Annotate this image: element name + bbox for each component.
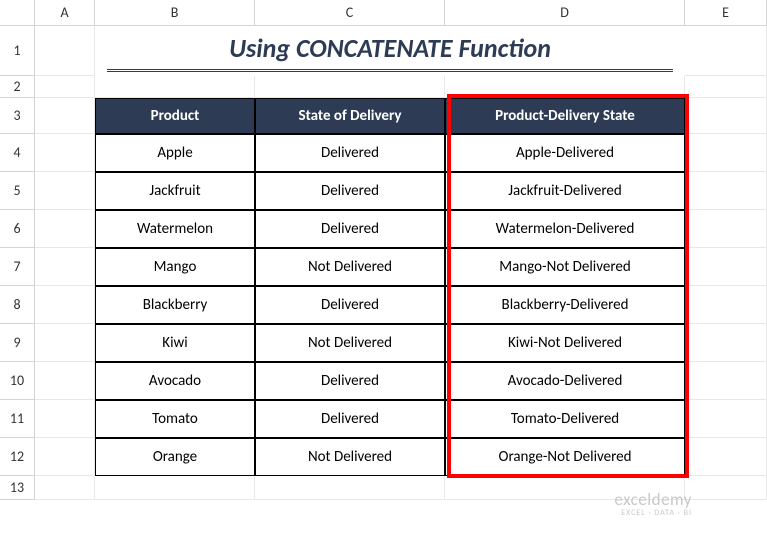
cell-state-5[interactable]: Not Delivered: [255, 324, 445, 362]
cell-A4[interactable]: [35, 134, 95, 172]
row-header-8[interactable]: 8: [0, 286, 35, 324]
cell-combined-6[interactable]: Avocado-Delivered: [445, 362, 685, 400]
cell-product-5[interactable]: Kiwi: [95, 324, 255, 362]
cell-A7[interactable]: [35, 248, 95, 286]
cell-A6[interactable]: [35, 210, 95, 248]
col-header-B[interactable]: B: [95, 0, 255, 26]
cell-A13[interactable]: [35, 476, 95, 500]
cell-E8[interactable]: [685, 286, 767, 324]
cell-C13[interactable]: [255, 476, 445, 500]
cell-product-6[interactable]: Avocado: [95, 362, 255, 400]
row-header-11[interactable]: 11: [0, 400, 35, 438]
cell-B2[interactable]: [95, 76, 255, 98]
table-header-combined[interactable]: Product-Delivery State: [445, 98, 685, 134]
cell-A8[interactable]: [35, 286, 95, 324]
row-header-9[interactable]: 9: [0, 324, 35, 362]
cell-A9[interactable]: [35, 324, 95, 362]
cell-A2[interactable]: [35, 76, 95, 98]
cell-product-0[interactable]: Apple: [95, 134, 255, 172]
cell-A10[interactable]: [35, 362, 95, 400]
watermark: exceldemy EXCEL · DATA · BI: [614, 491, 692, 518]
cell-A12[interactable]: [35, 438, 95, 476]
row-header-13[interactable]: 13: [0, 476, 35, 500]
col-header-C[interactable]: C: [255, 0, 445, 26]
cell-C2[interactable]: [255, 76, 445, 98]
row-header-1[interactable]: 1: [0, 26, 35, 76]
cell-E13[interactable]: [685, 476, 767, 500]
cell-combined-1[interactable]: Jackfruit-Delivered: [445, 172, 685, 210]
spreadsheet-grid: A B C D E 1 Using CONCATENATE Function 2…: [0, 0, 767, 500]
col-header-A[interactable]: A: [35, 0, 95, 26]
table-header-product[interactable]: Product: [95, 98, 255, 134]
cell-E4[interactable]: [685, 134, 767, 172]
cell-product-4[interactable]: Blackberry: [95, 286, 255, 324]
watermark-tag: EXCEL · DATA · BI: [614, 509, 692, 518]
row-header-12[interactable]: 12: [0, 438, 35, 476]
table-header-state[interactable]: State of Delivery: [255, 98, 445, 134]
cell-state-3[interactable]: Not Delivered: [255, 248, 445, 286]
cell-A11[interactable]: [35, 400, 95, 438]
row-header-6[interactable]: 6: [0, 210, 35, 248]
row-header-5[interactable]: 5: [0, 172, 35, 210]
cell-A1[interactable]: [35, 26, 95, 76]
grid-corner: [0, 0, 35, 26]
cell-product-1[interactable]: Jackfruit: [95, 172, 255, 210]
cell-B13[interactable]: [95, 476, 255, 500]
cell-E12[interactable]: [685, 438, 767, 476]
cell-state-4[interactable]: Delivered: [255, 286, 445, 324]
cell-product-3[interactable]: Mango: [95, 248, 255, 286]
cell-D2[interactable]: [445, 76, 685, 98]
col-header-D[interactable]: D: [445, 0, 685, 26]
col-header-E[interactable]: E: [685, 0, 767, 26]
row-header-4[interactable]: 4: [0, 134, 35, 172]
cell-E2[interactable]: [685, 76, 767, 98]
cell-state-2[interactable]: Delivered: [255, 210, 445, 248]
row-header-3[interactable]: 3: [0, 98, 35, 134]
cell-combined-7[interactable]: Tomato-Delivered: [445, 400, 685, 438]
row-header-7[interactable]: 7: [0, 248, 35, 286]
cell-state-7[interactable]: Delivered: [255, 400, 445, 438]
cell-E6[interactable]: [685, 210, 767, 248]
cell-state-0[interactable]: Delivered: [255, 134, 445, 172]
cell-product-2[interactable]: Watermelon: [95, 210, 255, 248]
cell-A3[interactable]: [35, 98, 95, 134]
cell-product-8[interactable]: Orange: [95, 438, 255, 476]
cell-combined-0[interactable]: Apple-Delivered: [445, 134, 685, 172]
watermark-brand: exceldemy: [614, 491, 692, 510]
page-title: Using CONCATENATE Function: [107, 26, 673, 72]
cell-state-8[interactable]: Not Delivered: [255, 438, 445, 476]
cell-state-1[interactable]: Delivered: [255, 172, 445, 210]
row-header-10[interactable]: 10: [0, 362, 35, 400]
cell-E5[interactable]: [685, 172, 767, 210]
cell-state-6[interactable]: Delivered: [255, 362, 445, 400]
cell-combined-3[interactable]: Mango-Not Delivered: [445, 248, 685, 286]
cell-E1[interactable]: [685, 26, 767, 76]
cell-product-7[interactable]: Tomato: [95, 400, 255, 438]
cell-combined-8[interactable]: Orange-Not Delivered: [445, 438, 685, 476]
row-header-2[interactable]: 2: [0, 76, 35, 98]
cell-E3[interactable]: [685, 98, 767, 134]
cell-E11[interactable]: [685, 400, 767, 438]
cell-combined-4[interactable]: Blackberry-Delivered: [445, 286, 685, 324]
cell-E7[interactable]: [685, 248, 767, 286]
cell-A5[interactable]: [35, 172, 95, 210]
cell-combined-5[interactable]: Kiwi-Not Delivered: [445, 324, 685, 362]
cell-E10[interactable]: [685, 362, 767, 400]
cell-combined-2[interactable]: Watermelon-Delivered: [445, 210, 685, 248]
cell-E9[interactable]: [685, 324, 767, 362]
